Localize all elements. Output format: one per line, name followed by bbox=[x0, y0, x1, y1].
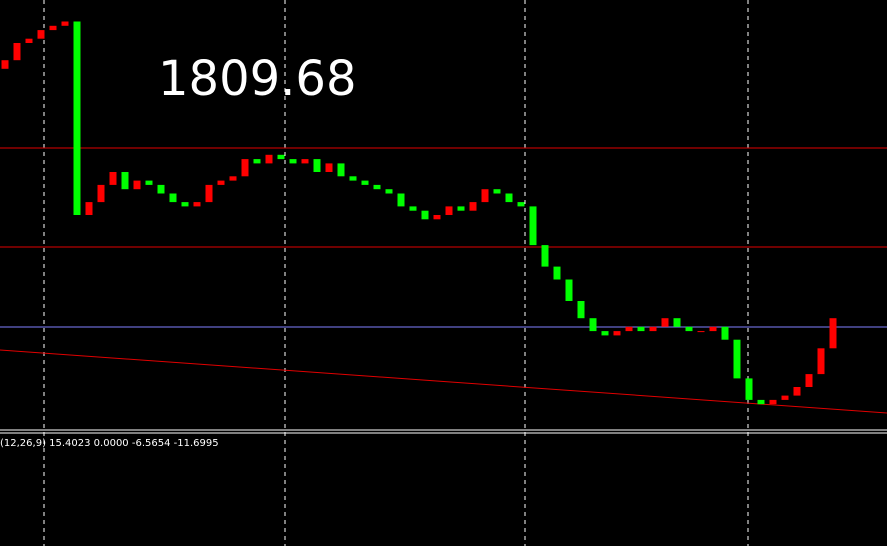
candles bbox=[1, 21, 837, 405]
candle-body bbox=[133, 180, 141, 190]
candle-body bbox=[697, 331, 705, 333]
candle-body bbox=[277, 154, 285, 160]
candle-body bbox=[733, 339, 741, 379]
candle-body bbox=[505, 193, 513, 203]
candle-body bbox=[265, 154, 273, 164]
candle-body bbox=[337, 163, 345, 177]
candle-body bbox=[325, 163, 333, 172]
candle-body bbox=[349, 176, 357, 181]
candle-body bbox=[193, 202, 201, 207]
candle-body bbox=[121, 172, 129, 190]
candle-body bbox=[373, 184, 381, 190]
candle-body bbox=[217, 180, 225, 185]
candle-body bbox=[433, 215, 441, 220]
candle-body bbox=[73, 21, 81, 215]
candle-body bbox=[469, 202, 477, 211]
candle-body bbox=[145, 180, 153, 185]
candle-body bbox=[745, 378, 753, 400]
candle-body bbox=[757, 399, 765, 405]
candle-body bbox=[829, 318, 837, 349]
candle-body bbox=[205, 184, 213, 203]
price-label: 1809.68 bbox=[158, 51, 357, 107]
candle-body bbox=[625, 326, 633, 332]
candle-body bbox=[97, 184, 105, 203]
candle-body bbox=[517, 202, 525, 207]
candle-body bbox=[565, 279, 573, 301]
candle-body bbox=[109, 172, 117, 185]
candle-body bbox=[421, 210, 429, 220]
candle-body bbox=[769, 399, 777, 405]
candle-body bbox=[397, 193, 405, 207]
candle-body bbox=[637, 326, 645, 332]
candle-body bbox=[685, 326, 693, 332]
candle-body bbox=[169, 193, 177, 203]
candle-body bbox=[157, 184, 165, 194]
candle-body bbox=[181, 202, 189, 207]
candle-body bbox=[313, 159, 321, 172]
candle-body bbox=[409, 206, 417, 211]
candle-body bbox=[601, 331, 609, 336]
candle-body bbox=[613, 331, 621, 336]
candle-body bbox=[577, 301, 585, 319]
candle-body bbox=[529, 206, 537, 246]
candle-body bbox=[289, 159, 297, 164]
candle-body bbox=[589, 318, 597, 332]
candle-body bbox=[541, 245, 549, 267]
candle-body bbox=[721, 326, 729, 340]
candle-body bbox=[817, 348, 825, 375]
candle-body bbox=[493, 189, 501, 194]
candle-body bbox=[61, 21, 69, 26]
candle-body bbox=[661, 318, 669, 327]
candle-body bbox=[673, 318, 681, 327]
candle-body bbox=[553, 266, 561, 280]
period-separators bbox=[43, 0, 749, 546]
candle-body bbox=[805, 374, 813, 387]
candle-body bbox=[241, 159, 249, 177]
candle-body bbox=[49, 25, 57, 31]
candle-body bbox=[781, 395, 789, 400]
candle-body bbox=[457, 206, 465, 211]
candle-body bbox=[649, 326, 657, 332]
candle-body bbox=[361, 180, 369, 185]
candle-body bbox=[37, 30, 45, 39]
candle-body bbox=[481, 189, 489, 203]
candle-body bbox=[229, 176, 237, 181]
candle-body bbox=[13, 43, 21, 61]
candle-body bbox=[301, 159, 309, 164]
indicator-label: (12,26,9) 15.4023 0.0000 -6.5654 -11.699… bbox=[0, 438, 219, 449]
candle-body bbox=[709, 326, 717, 332]
candle-body bbox=[385, 189, 393, 194]
trend-line bbox=[0, 349, 887, 414]
candle-body bbox=[445, 206, 453, 215]
candle-body bbox=[1, 60, 9, 69]
candle-body bbox=[793, 387, 801, 396]
candle-body bbox=[85, 202, 93, 215]
candle-body bbox=[253, 159, 261, 164]
candle-body bbox=[25, 38, 33, 43]
